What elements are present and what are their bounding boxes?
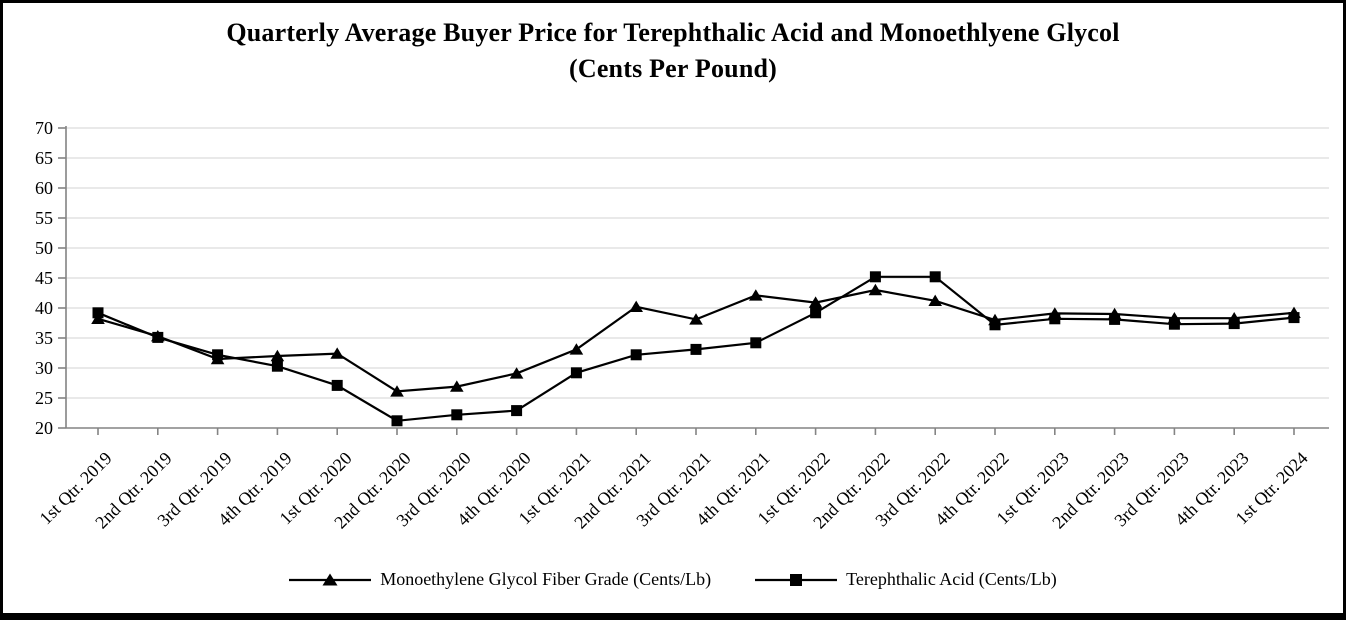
y-axis-tick-label: 40: [35, 298, 53, 318]
y-axis-tick-label: 25: [35, 388, 53, 408]
data-point-marker: [869, 271, 881, 283]
series-line: [97, 288, 1295, 393]
data-point-marker: [509, 367, 524, 379]
data-point-marker: [629, 300, 643, 312]
y-axis-tick-label: 65: [35, 148, 53, 168]
square-marker-icon: [755, 573, 838, 586]
y-axis-tick-label: 30: [35, 358, 53, 378]
data-point-marker: [212, 349, 224, 361]
legend-label-meg: Monoethylene Glycol Fiber Grade (Cents/L…: [380, 569, 712, 589]
series-meg: [91, 283, 1301, 397]
plot-area: [58, 126, 1329, 435]
data-point-marker: [330, 347, 344, 359]
data-point-marker: [929, 271, 941, 283]
data-point-marker: [810, 307, 822, 319]
data-point-marker: [868, 283, 883, 296]
data-point-marker: [1049, 313, 1061, 325]
y-axis-tick-label: 70: [35, 118, 53, 138]
y-axis-tick-label: 35: [35, 328, 53, 348]
data-point-marker: [1288, 312, 1300, 324]
data-point-marker: [570, 367, 582, 379]
chart-title-line1: Quarterly Average Buyer Price for Tereph…: [226, 18, 1120, 47]
data-point-marker: [690, 343, 702, 355]
data-point-marker: [391, 415, 403, 427]
triangle-marker-icon: [289, 573, 372, 585]
data-point-marker: [1109, 313, 1121, 325]
data-point-marker: [271, 360, 283, 372]
data-point-marker: [331, 379, 343, 391]
data-point-marker: [749, 289, 763, 301]
data-point-marker: [1228, 318, 1240, 330]
data-point-marker: [689, 313, 703, 325]
y-axis-tick-label: 45: [35, 268, 53, 288]
data-point-marker: [92, 307, 104, 319]
data-point-marker: [1168, 318, 1180, 330]
data-point-marker: [451, 409, 463, 421]
legend-label-pta: Terephthalic Acid (Cents/Lb): [846, 569, 1057, 589]
chart-title-line2: (Cents Per Pound): [568, 54, 778, 83]
y-axis-tick-label: 55: [35, 208, 53, 228]
data-point-marker: [750, 337, 762, 349]
legend-item-meg: Monoethylene Glycol Fiber Grade (Cents/L…: [289, 569, 711, 590]
data-point-marker: [630, 349, 642, 361]
data-point-marker: [808, 296, 823, 308]
data-point-marker: [511, 405, 523, 417]
data-point-marker: [989, 319, 1001, 331]
legend: Monoethylene Glycol Fiber Grade (Cents/L…: [3, 569, 1343, 590]
data-point-marker: [928, 294, 942, 306]
data-point-marker: [152, 331, 164, 343]
y-axis-tick-label: 50: [35, 238, 53, 258]
chart-title: Quarterly Average Buyer Price for Tereph…: [3, 15, 1343, 87]
data-point-marker: [390, 385, 404, 397]
legend-item-pta: Terephthalic Acid (Cents/Lb): [755, 569, 1057, 590]
data-point-marker: [450, 380, 464, 392]
y-axis-tick-label: 60: [35, 178, 53, 198]
series-pta: [92, 271, 1300, 427]
data-point-marker: [569, 343, 584, 355]
y-axis-tick-label: 20: [35, 418, 53, 438]
data-point-marker: [270, 349, 285, 362]
